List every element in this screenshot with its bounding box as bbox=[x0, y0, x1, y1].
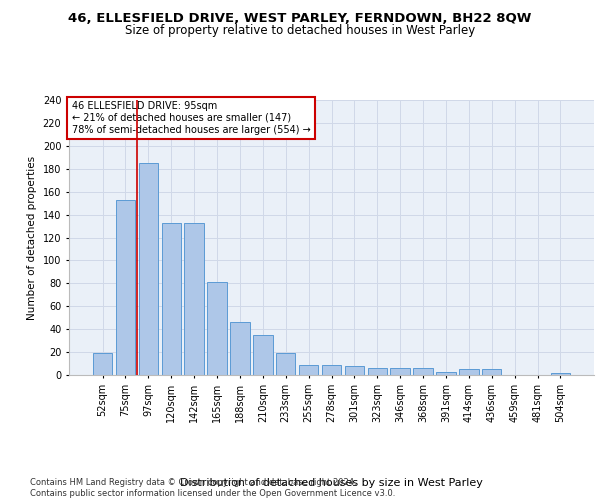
Bar bbox=[322, 364, 341, 375]
X-axis label: Distribution of detached houses by size in West Parley: Distribution of detached houses by size … bbox=[180, 478, 483, 488]
Bar bbox=[253, 335, 272, 375]
Bar bbox=[276, 353, 295, 375]
Y-axis label: Number of detached properties: Number of detached properties bbox=[27, 156, 37, 320]
Bar bbox=[93, 353, 112, 375]
Bar bbox=[299, 364, 319, 375]
Bar bbox=[368, 368, 387, 375]
Text: Contains HM Land Registry data © Crown copyright and database right 2024.
Contai: Contains HM Land Registry data © Crown c… bbox=[30, 478, 395, 498]
Bar bbox=[161, 222, 181, 375]
Bar bbox=[551, 372, 570, 375]
Bar bbox=[139, 163, 158, 375]
Text: 46, ELLESFIELD DRIVE, WEST PARLEY, FERNDOWN, BH22 8QW: 46, ELLESFIELD DRIVE, WEST PARLEY, FERND… bbox=[68, 12, 532, 26]
Bar bbox=[230, 322, 250, 375]
Bar bbox=[208, 282, 227, 375]
Bar bbox=[344, 366, 364, 375]
Bar bbox=[116, 200, 135, 375]
Bar bbox=[436, 372, 455, 375]
Bar bbox=[184, 222, 204, 375]
Bar bbox=[413, 368, 433, 375]
Text: Size of property relative to detached houses in West Parley: Size of property relative to detached ho… bbox=[125, 24, 475, 37]
Bar bbox=[482, 370, 502, 375]
Bar bbox=[391, 368, 410, 375]
Bar bbox=[459, 370, 479, 375]
Text: 46 ELLESFIELD DRIVE: 95sqm
← 21% of detached houses are smaller (147)
78% of sem: 46 ELLESFIELD DRIVE: 95sqm ← 21% of deta… bbox=[71, 102, 310, 134]
